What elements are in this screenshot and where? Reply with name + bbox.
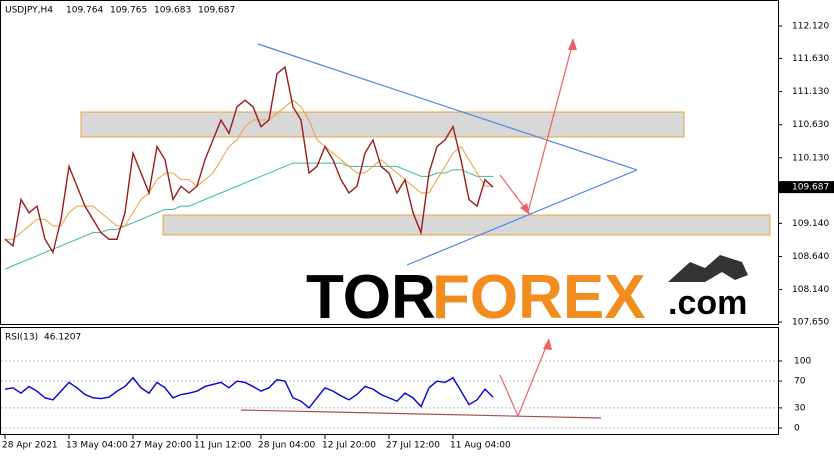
y-tick-label: 109.140 (792, 219, 829, 229)
y-tick-label: 0 (794, 424, 800, 434)
y-tick-label: 107.650 (792, 318, 829, 328)
watermark-forex: FOREX (432, 263, 646, 332)
series-line (4, 162, 493, 270)
main-panel-frame (0, 0, 779, 325)
x-tick-label: 13 May 04:00 (66, 441, 128, 451)
ohlc-high: 109.765 (110, 6, 147, 16)
y-tick-label: 110.130 (792, 153, 829, 163)
arrow-head (543, 338, 552, 350)
watermark-tor: TOR (306, 263, 436, 332)
y-tick-label: 108.640 (792, 252, 829, 262)
x-tick-label: 11 Jun 12:00 (194, 441, 251, 451)
y-tick-label: 30 (794, 403, 806, 413)
watermark: TOR FOREX .com (306, 255, 748, 332)
series-line (4, 376, 494, 409)
x-tick-label: 28 Jun 04:00 (258, 441, 315, 451)
y-tick-label: 100 (794, 356, 811, 366)
series-line (5, 99, 493, 240)
last-price-box (779, 181, 834, 194)
x-tick-label: 11 Aug 04:00 (450, 441, 511, 451)
triangle-line (406, 169, 638, 266)
ohlc-low: 109.683 (154, 6, 191, 16)
bull-icon (668, 255, 748, 282)
support-zone (162, 214, 771, 236)
rsi-trend-line (240, 409, 602, 419)
y-tick-label: 111.630 (792, 54, 829, 64)
y-tick-label: 111.130 (792, 87, 829, 97)
arrow-head (568, 38, 577, 50)
y-tick-label: 112.120 (792, 22, 829, 32)
series-line (4, 65, 494, 255)
x-tick-label: 12 Jul 20:00 (322, 441, 376, 451)
x-tick-label: 27 Jul 12:00 (386, 441, 440, 451)
annotations (240, 38, 638, 419)
last-price-label: 109.687 (792, 183, 829, 193)
y-tick-label: 108.140 (792, 285, 829, 295)
symbol: USDJPY,H4 (5, 6, 53, 16)
ohlc-close: 109.687 (198, 6, 235, 16)
y-tick-label: 110.630 (792, 120, 829, 130)
resistance-zone (80, 111, 685, 138)
triangle-line (257, 43, 638, 171)
y-tick-label: 70 (794, 377, 806, 387)
watermark-com: .com (668, 284, 747, 322)
x-tick-label: 28 Apr 2021 (2, 441, 58, 451)
ohlc-open: 109.764 (66, 6, 103, 16)
rsi-forecast-arrow (499, 341, 549, 418)
arrow-head (520, 203, 530, 215)
x-tick-label: 27 May 20:00 (130, 441, 192, 451)
rsi-value: 46.1207 (44, 333, 81, 343)
rsi-title: RSI(13) (5, 333, 38, 343)
